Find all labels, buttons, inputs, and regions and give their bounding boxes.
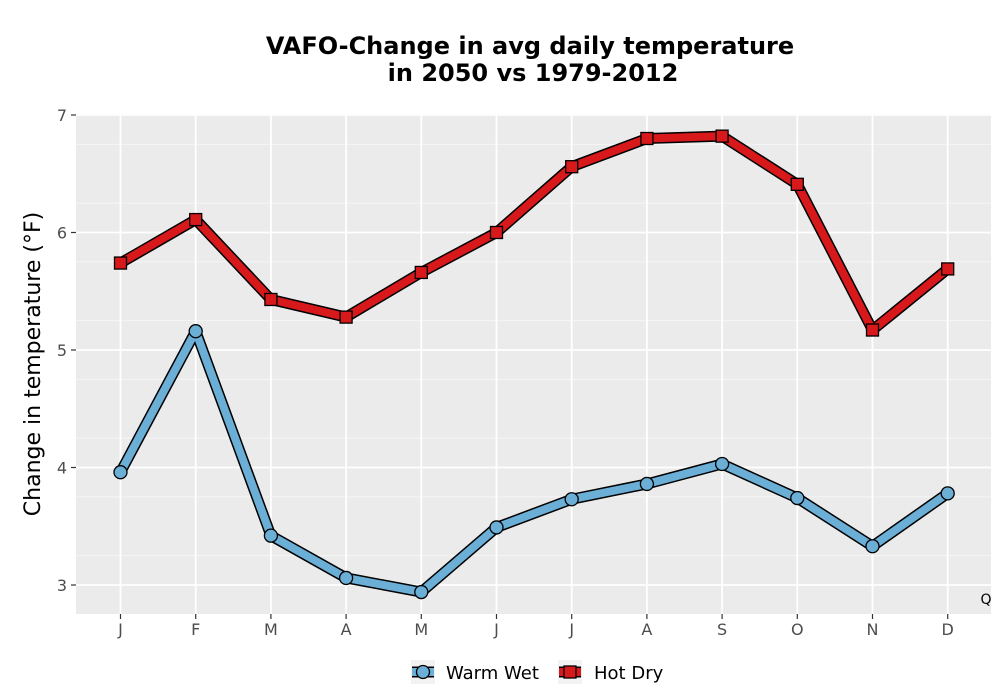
data-point-warm-wet (188, 324, 203, 339)
chart-title-line-2: in 2050 vs 1979-2012 (388, 59, 679, 87)
data-point-hot-dry (640, 131, 654, 146)
x-tick-label: M (264, 620, 278, 639)
y-axis-title: Change in temperature (°F) (21, 212, 46, 516)
data-point-warm-wet (940, 486, 955, 501)
y-tick-label: 3 (57, 576, 67, 595)
y-axis: 3 4 5 6 7 (57, 106, 76, 595)
data-point-hot-dry (941, 262, 955, 276)
data-point-hot-dry (414, 265, 428, 280)
series-line-warm-wet (116, 327, 952, 597)
y-tick-label: 7 (57, 106, 67, 125)
data-point-hot-dry (339, 310, 353, 324)
x-tick-label: D (942, 620, 954, 639)
data-point-hot-dry (113, 256, 128, 270)
legend-marker-warm-wet (415, 664, 431, 680)
data-point-warm-wet (489, 520, 504, 535)
legend-marker-hot-dry (563, 665, 577, 679)
legend-label-warm-wet: Warm Wet (446, 663, 539, 684)
x-tick-label: M (414, 620, 428, 639)
y-tick-label: 6 (57, 224, 67, 243)
data-point-warm-wet (790, 490, 805, 506)
x-tick-label: J (568, 620, 574, 639)
chart-title-line-1: VAFO-Change in avg daily temperature (266, 32, 794, 60)
data-point-warm-wet (263, 528, 279, 543)
y-tick-label: 4 (57, 459, 67, 478)
x-tick-label: O (791, 620, 804, 639)
data-point-warm-wet (714, 456, 730, 472)
data-point-warm-wet (338, 570, 354, 586)
x-tick-label: N (867, 620, 879, 639)
series-line-hot-dry (116, 132, 952, 335)
x-tick-label: S (717, 620, 727, 639)
data-point-hot-dry (489, 225, 504, 240)
x-tick-label: J (493, 620, 499, 639)
y-tick-label: 5 (57, 341, 67, 360)
data-point-warm-wet (865, 539, 880, 554)
legend-label-hot-dry: Hot Dry (594, 663, 664, 684)
corner-label: Q (980, 592, 991, 608)
x-tick-label: A (641, 620, 652, 639)
data-point-hot-dry (565, 160, 579, 174)
data-point-hot-dry (715, 129, 729, 143)
x-tick-label: A (341, 620, 352, 639)
data-point-hot-dry (790, 177, 804, 191)
data-point-warm-wet (113, 465, 128, 480)
data-point-hot-dry (865, 323, 880, 337)
data-point-warm-wet (564, 492, 579, 507)
x-tick-label: J (117, 620, 123, 639)
data-point-warm-wet (414, 584, 429, 600)
legend: Warm Wet Hot Dry (411, 660, 664, 684)
data-point-hot-dry (189, 212, 203, 227)
x-tick-label: F (191, 620, 200, 639)
data-point-hot-dry (264, 292, 278, 307)
minor-gridlines (76, 143, 991, 557)
series-layer (113, 129, 955, 600)
data-point-warm-wet (639, 476, 655, 492)
